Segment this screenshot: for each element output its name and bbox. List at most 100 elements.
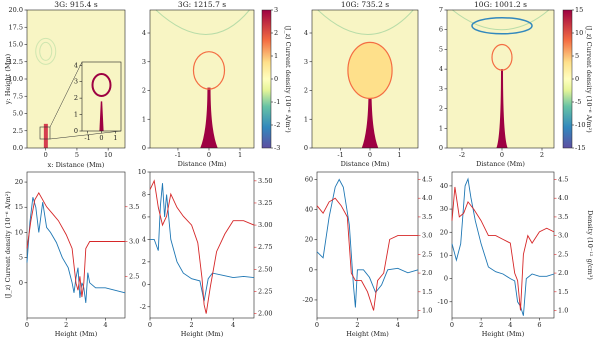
- x-tick-label: 4: [508, 321, 512, 329]
- y-tick-label: 3: [439, 85, 443, 93]
- y-tick-label: 4: [74, 61, 78, 69]
- x-tick-label: 0: [99, 134, 103, 142]
- panel-title: 3G: 1215.7 s: [178, 0, 226, 9]
- x-axis-label: Distance (Mm): [178, 160, 227, 168]
- y-tick-label: 40: [440, 182, 448, 190]
- x-tick-label: 0: [450, 321, 454, 329]
- data-line: [26, 191, 125, 298]
- feature: [200, 87, 218, 148]
- colorbar-tick-label: -5: [575, 98, 581, 106]
- y2-tick-label: 2.00: [258, 310, 272, 318]
- y-tick-label: 30: [440, 205, 448, 213]
- y2-tick-label: 2.5: [129, 272, 139, 280]
- x-tick-label: -1: [175, 151, 181, 159]
- y-tick-label: 4: [142, 235, 146, 243]
- panel-title: 10G: 1001.2 s: [474, 0, 527, 9]
- y-tick-label: 8: [142, 190, 146, 198]
- colorbar-tick-label: -3: [274, 144, 280, 152]
- x-tick-label: 1: [113, 134, 117, 142]
- data-line: [150, 183, 255, 302]
- y2-tick-label: 2.75: [258, 243, 272, 251]
- y-tick-label: -10: [438, 298, 448, 306]
- y-tick-label: 0.0: [13, 144, 23, 152]
- plot-frame: [26, 171, 126, 319]
- plot-frame: [446, 9, 555, 149]
- y-tick-label: 6: [439, 26, 443, 34]
- y2-tick-label: 3.5: [129, 203, 139, 211]
- feature: [491, 43, 513, 71]
- panel-title: 3G: 915.4 s: [54, 0, 98, 9]
- x-tick-label: 0: [500, 151, 504, 159]
- x-tick-label: -1: [84, 134, 90, 142]
- x-axis-label: x: Distance (Mm): [48, 161, 105, 169]
- y-tick-label: 3: [142, 58, 146, 66]
- y2-axis-label: Density (10⁻¹² g/cm³): [586, 210, 594, 280]
- y-tick-label: 0: [142, 144, 146, 152]
- colorbar-tick-label: 2: [274, 29, 278, 37]
- x-axis-label: Height (Mm): [482, 330, 525, 338]
- data-line: [451, 186, 555, 311]
- y-tick-label: 40: [305, 206, 313, 214]
- y-tick-label: 5.0: [13, 110, 23, 118]
- y2-tick-label: 3.5: [558, 213, 568, 221]
- inset-connector: [49, 61, 83, 128]
- feature: [347, 41, 393, 100]
- data-line: [451, 177, 555, 316]
- x-axis-label: Height (Mm): [55, 330, 98, 338]
- y2-tick-label: 2.5: [558, 250, 568, 258]
- y-tick-label: 5: [439, 45, 443, 53]
- x-tick-label: 4: [103, 321, 107, 329]
- y-tick-label: 7.5: [13, 92, 23, 100]
- y-axis-label: ⟨J_z⟩ Current density (10⁻⁶ A/m²): [4, 191, 12, 299]
- y2-tick-label: 3.00: [258, 221, 272, 229]
- y-tick-label: 7: [439, 6, 443, 14]
- y2-tick-label: 1.0: [422, 307, 432, 315]
- y-tick-label: 10: [15, 228, 23, 236]
- y2-tick-label: 2.50: [258, 265, 272, 273]
- x-tick-label: 2: [540, 151, 544, 159]
- feature: [39, 41, 53, 61]
- x-axis-label: Height (Mm): [181, 330, 224, 338]
- colorbar-tick-label: 15: [575, 6, 583, 14]
- y-tick-label: 15.0: [9, 41, 23, 49]
- plot-frame: [451, 171, 555, 319]
- colorbar-tick-label: 1: [274, 52, 278, 60]
- x-tick-label: 2: [355, 321, 359, 329]
- colorbar-tick-label: 0: [274, 75, 278, 83]
- feature: [91, 73, 112, 97]
- data-line: [316, 178, 419, 308]
- x-tick-label: 4: [396, 321, 400, 329]
- y-tick-label: 6: [142, 213, 146, 221]
- x-tick-label: 6: [537, 321, 541, 329]
- data-line: [26, 197, 126, 303]
- y-tick-label: 0: [142, 280, 146, 288]
- x-tick-label: 2: [64, 321, 68, 329]
- y-tick-label: 4: [142, 29, 146, 37]
- data-line: [316, 197, 418, 311]
- y-tick-label: 10.0: [9, 75, 23, 83]
- x-tick-label: 1: [397, 151, 401, 159]
- colorbar-tick-label: -15: [575, 144, 585, 152]
- colorbar-tick-label: 5: [575, 52, 579, 60]
- x-tick-label: 0: [207, 151, 211, 159]
- y2-tick-label: 2.5: [422, 250, 432, 258]
- plot-frame: [149, 171, 255, 319]
- x-tick-label: 0: [148, 321, 152, 329]
- y-tick-label: 20: [305, 236, 313, 244]
- y-tick-label: 0: [74, 127, 78, 135]
- x-tick-label: 2: [479, 321, 483, 329]
- y2-tick-label: 1.5: [558, 288, 568, 296]
- feature: [35, 37, 57, 65]
- y2-tick-label: 3.25: [258, 199, 272, 207]
- x-tick-label: 5: [75, 151, 79, 159]
- y-axis-label: y: Height (Mm): [4, 53, 12, 105]
- y2-tick-label: 4.5: [558, 175, 568, 183]
- x-axis-label: Height (Mm): [346, 330, 389, 338]
- y-tick-label: -2: [140, 303, 146, 311]
- y2-tick-label: 3.0: [129, 238, 139, 246]
- x-tick-label: 0: [25, 321, 29, 329]
- colorbar-tick-label: 0: [575, 75, 579, 83]
- y-tick-label: 0: [19, 279, 23, 287]
- x-tick-label: 0: [44, 151, 48, 159]
